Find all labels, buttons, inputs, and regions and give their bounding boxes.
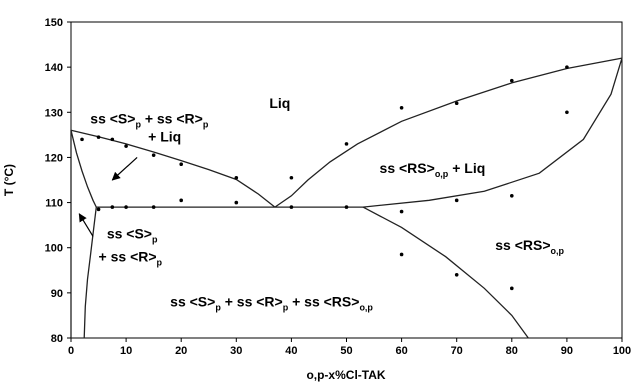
x-tick-label: 30	[230, 345, 242, 357]
region-label: + ss <R>p	[99, 248, 163, 267]
data-point	[510, 286, 514, 291]
data-point	[399, 252, 404, 257]
x-tick-label: 70	[451, 345, 463, 357]
data-point	[234, 200, 239, 205]
data-point	[454, 198, 459, 203]
y-tick-label: 140	[45, 62, 63, 74]
data-point	[151, 205, 156, 209]
region-label: ss <S>p + ss <R>p	[90, 111, 209, 130]
plot-frame	[70, 21, 623, 339]
data-point	[289, 205, 294, 209]
y-tick-label: 100	[45, 243, 63, 255]
y-tick-label: 150	[45, 17, 63, 29]
data-point	[96, 135, 101, 139]
y-tick-label: 80	[51, 333, 63, 345]
data-point	[151, 153, 156, 157]
data-point	[510, 194, 514, 198]
x-tick-label: 60	[395, 345, 407, 357]
phase-boundary-line	[70, 130, 97, 208]
region-label: + Liq	[148, 129, 181, 145]
phase-boundary-line	[362, 206, 529, 339]
region-label: Liq	[269, 95, 290, 111]
data-point	[234, 175, 239, 180]
x-tick-label: 90	[561, 345, 573, 357]
phase-boundary-line	[362, 57, 623, 208]
data-point	[510, 78, 514, 83]
phase-boundary-line	[83, 207, 97, 339]
y-tick-label: 110	[45, 198, 63, 210]
y-tick-label: 120	[45, 152, 63, 164]
data-point	[124, 144, 128, 148]
data-point	[565, 65, 569, 69]
x-tick-label: 80	[506, 345, 518, 357]
y-axis-ticks: 80 90 100 110 120 130 140 150	[45, 17, 71, 345]
region-label: ss <RS>o,p + Liq	[380, 160, 486, 179]
x-tick-label: 50	[340, 345, 352, 357]
x-tick-label: 0	[68, 345, 74, 357]
data-point	[454, 101, 459, 106]
data-point	[110, 137, 115, 142]
x-axis-ticks: 0 10 20 30 40 50 60 70 80 90 100	[68, 338, 631, 357]
data-point	[399, 209, 404, 214]
phase-boundary-line	[274, 57, 623, 208]
data-point	[344, 142, 349, 146]
data-points	[80, 65, 569, 291]
region-label: ss <RS>o,p	[495, 237, 564, 256]
x-tick-label: 100	[613, 345, 631, 357]
y-axis-label: T (°C)	[2, 164, 16, 196]
data-point	[96, 207, 101, 212]
phase-boundaries	[70, 57, 623, 339]
x-tick-label: 40	[285, 345, 297, 357]
x-axis-label: o,p-x%Cl-TAK	[306, 368, 385, 382]
data-point	[399, 105, 404, 110]
data-point	[179, 162, 183, 166]
x-tick-label: 20	[175, 345, 187, 357]
annotation-arrows	[78, 156, 138, 237]
data-point	[179, 198, 183, 203]
annotation-arrow	[111, 156, 138, 181]
region-label: ss <S>p	[107, 226, 158, 245]
y-tick-label: 130	[45, 107, 63, 119]
phase-boundary-line	[70, 129, 276, 208]
data-point	[289, 175, 294, 180]
data-point	[565, 110, 569, 115]
y-tick-label: 90	[51, 288, 63, 300]
region-label: ss <S>p + ss <R>p + ss <RS>o,p	[170, 293, 373, 312]
data-point	[344, 205, 349, 209]
data-point	[124, 205, 128, 209]
annotation-arrow	[78, 213, 94, 237]
data-point	[454, 273, 459, 277]
data-point	[110, 205, 115, 209]
data-point	[80, 137, 84, 142]
x-tick-label: 10	[120, 345, 132, 357]
